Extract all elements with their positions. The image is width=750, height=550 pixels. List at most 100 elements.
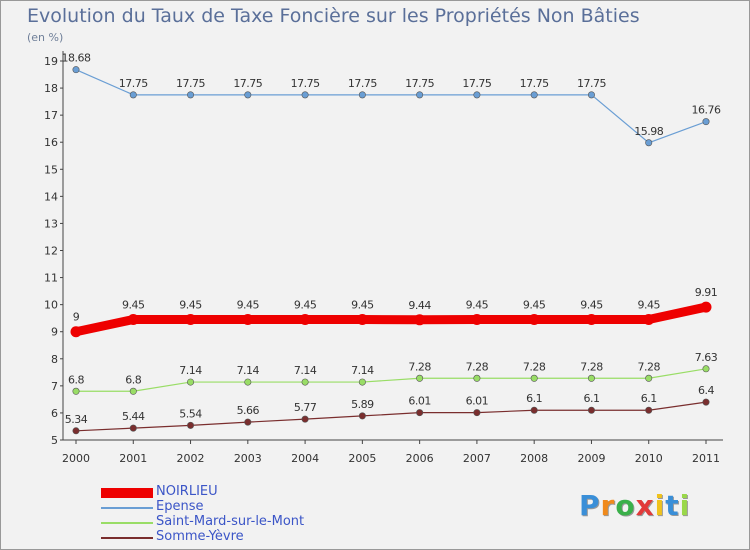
- data-point: [301, 378, 309, 386]
- data-point: [471, 314, 483, 326]
- y-tick-label: 19: [44, 55, 58, 68]
- series-line-2: [75, 368, 707, 392]
- data-label: 17.75: [462, 77, 491, 90]
- data-point: [585, 314, 597, 326]
- data-point: [72, 387, 80, 395]
- data-point: [414, 314, 426, 326]
- data-point: [358, 412, 366, 420]
- logo-letter: i: [679, 489, 691, 522]
- data-label: 15.98: [634, 125, 663, 138]
- logo-letter: r: [600, 489, 616, 522]
- data-label: 9.45: [122, 299, 145, 312]
- data-label: 6.01: [466, 395, 489, 408]
- data-label: 9.45: [294, 299, 317, 312]
- data-point: [356, 314, 368, 326]
- y-tick-label: 10: [44, 299, 58, 312]
- data-point: [587, 374, 595, 382]
- data-label: 17.75: [520, 77, 549, 90]
- data-point: [244, 418, 252, 426]
- data-point: [528, 314, 540, 326]
- data-point: [645, 139, 653, 147]
- data-point: [70, 326, 82, 338]
- data-label: 6.8: [125, 373, 141, 386]
- logo-letter: P: [579, 489, 601, 522]
- proxiti-logo: Proxiti: [579, 489, 690, 522]
- data-point: [187, 91, 195, 99]
- y-tick-label: 12: [44, 245, 58, 258]
- data-label: 6.1: [583, 392, 599, 405]
- x-tick-label: 2005: [348, 452, 376, 465]
- series-line-3: [75, 401, 707, 432]
- logo-letter: o: [615, 489, 636, 522]
- x-tick-label: 2000: [62, 452, 90, 465]
- data-label: 7.14: [351, 364, 374, 377]
- data-label: 16.76: [692, 104, 721, 117]
- data-point: [187, 421, 195, 429]
- data-label: 6.4: [698, 384, 714, 397]
- data-label: 5.44: [122, 410, 145, 423]
- data-point: [72, 66, 80, 74]
- data-point: [129, 424, 137, 432]
- data-label: 9.45: [580, 299, 603, 312]
- data-point: [416, 374, 424, 382]
- data-point: [702, 365, 710, 373]
- data-point: [301, 91, 309, 99]
- data-label: 17.75: [348, 77, 377, 90]
- data-label: 9.45: [179, 299, 202, 312]
- data-label: 7.28: [580, 360, 603, 373]
- y-tick-label: 9: [51, 326, 58, 339]
- data-point: [587, 406, 595, 414]
- data-point: [127, 314, 139, 326]
- legend-label: Somme-Yèvre: [156, 529, 244, 544]
- data-point: [645, 406, 653, 414]
- data-label: 5.66: [237, 404, 260, 417]
- data-label: 9.45: [237, 299, 260, 312]
- data-point: [416, 91, 424, 99]
- data-point: [358, 91, 366, 99]
- data-point: [129, 91, 137, 99]
- x-tick-label: 2008: [520, 452, 548, 465]
- x-tick-label: 2007: [463, 452, 491, 465]
- data-point: [702, 118, 710, 126]
- data-label: 7.14: [237, 364, 260, 377]
- data-label: 17.75: [291, 77, 320, 90]
- data-point: [72, 427, 80, 435]
- data-point: [473, 91, 481, 99]
- y-tick-label: 17: [44, 109, 58, 122]
- data-label: 9.45: [523, 299, 546, 312]
- data-label: 9.91: [695, 286, 718, 299]
- series-line-1: [75, 69, 707, 144]
- legend-swatch: [101, 537, 153, 539]
- data-label: 17.75: [405, 77, 434, 90]
- data-label: 17.75: [577, 77, 606, 90]
- data-label: 5.77: [294, 401, 317, 414]
- data-label: 6.1: [641, 392, 657, 405]
- data-point: [416, 409, 424, 417]
- legend-swatch: [101, 488, 153, 498]
- data-label: 6.01: [408, 395, 431, 408]
- data-label: 7.14: [179, 364, 202, 377]
- data-point: [587, 91, 595, 99]
- data-label: 5.54: [179, 407, 202, 420]
- data-label: 7.63: [695, 351, 718, 364]
- data-point: [530, 91, 538, 99]
- data-label: 5.89: [351, 398, 374, 411]
- data-point: [187, 378, 195, 386]
- legend-label: NOIRLIEU: [156, 484, 218, 499]
- x-tick-label: 2010: [635, 452, 663, 465]
- data-point: [242, 314, 254, 326]
- data-label: 17.75: [233, 77, 262, 90]
- chart-title: Evolution du Taux de Taxe Foncière sur l…: [27, 5, 640, 27]
- data-label: 9.45: [466, 299, 489, 312]
- y-tick-label: 7: [51, 380, 58, 393]
- data-point: [473, 374, 481, 382]
- data-label: 7.28: [637, 360, 660, 373]
- x-tick-label: 2002: [177, 452, 205, 465]
- data-point: [702, 398, 710, 406]
- data-point: [530, 374, 538, 382]
- y-tick-label: 18: [44, 82, 58, 95]
- data-point: [129, 387, 137, 395]
- data-point: [645, 374, 653, 382]
